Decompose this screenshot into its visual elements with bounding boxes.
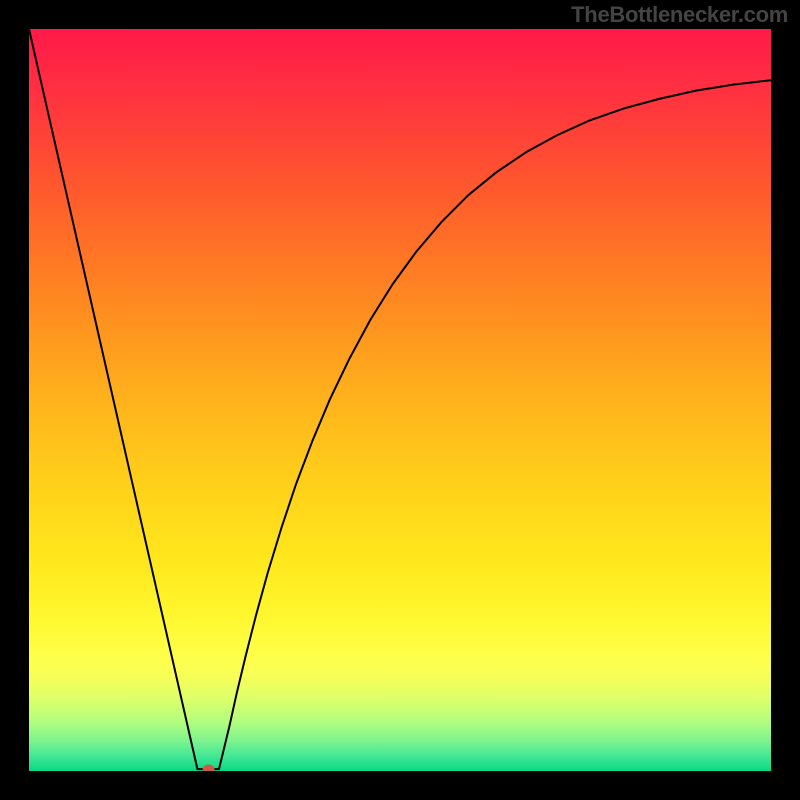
- attribution-text: TheBottlenecker.com: [571, 2, 788, 28]
- chart-svg: [29, 29, 771, 771]
- gradient-background: [29, 29, 771, 771]
- chart-plot-area: [29, 29, 771, 771]
